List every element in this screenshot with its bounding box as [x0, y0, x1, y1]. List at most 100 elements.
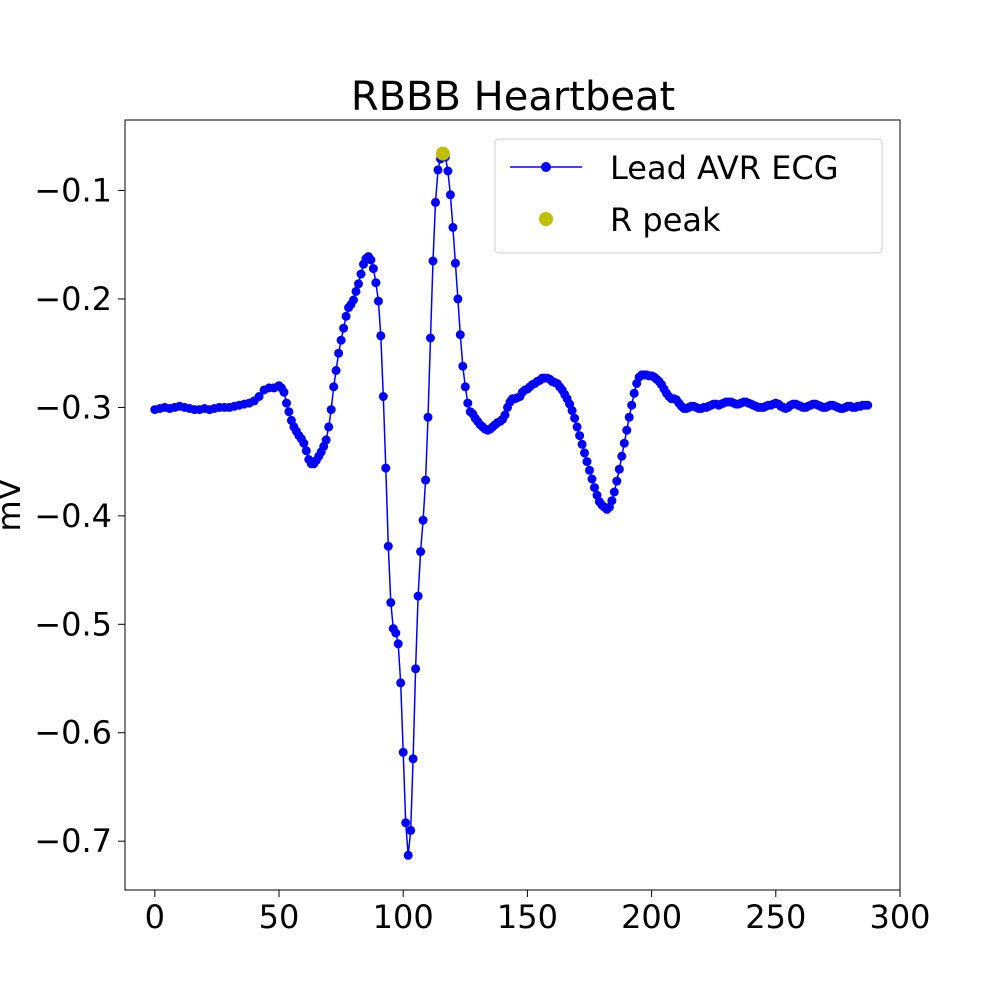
- ecg-data-point: [386, 598, 396, 608]
- ecg-data-point: [577, 439, 587, 449]
- x-tick-label: 100: [373, 898, 434, 936]
- ecg-data-point: [612, 476, 622, 486]
- ecg-data-point: [428, 256, 438, 266]
- x-tick-label: 0: [145, 898, 165, 936]
- ecg-data-point: [376, 331, 386, 341]
- legend-box: [494, 138, 883, 254]
- ecg-data-point: [585, 465, 594, 475]
- ecg-data-point: [617, 451, 627, 461]
- ecg-data-point: [421, 475, 431, 485]
- ecg-data-point: [567, 406, 577, 416]
- ecg-data-point: [463, 398, 473, 408]
- ecg-data-point: [326, 405, 336, 415]
- ecg-data-point: [614, 464, 624, 474]
- ecg-data-point: [570, 413, 580, 423]
- ecg-data-point: [426, 333, 435, 343]
- y-tick-label: −0.1: [34, 171, 112, 209]
- ecg-data-point: [356, 269, 366, 279]
- ecg-data-point: [373, 296, 383, 306]
- y-tick-label: −0.7: [34, 822, 112, 860]
- ecg-data-point: [411, 664, 421, 674]
- ecg-data-point: [416, 547, 426, 557]
- ecg-data-point: [401, 818, 411, 828]
- y-axis: −0.1 −0.2 −0.3 −0.4 −0.5 −0.6 −0.7: [34, 171, 125, 860]
- ecg-data-point: [408, 754, 418, 764]
- ecg-data-point: [622, 425, 632, 435]
- ecg-data-point: [863, 400, 873, 410]
- ecg-data-point: [254, 392, 264, 401]
- ecg-data-point: [378, 392, 388, 401]
- r-peak-marker: [435, 146, 450, 161]
- ecg-data-point: [321, 435, 331, 445]
- ecg-data-point: [299, 438, 309, 448]
- y-tick-label: −0.2: [34, 280, 112, 318]
- ecg-data-point: [433, 165, 443, 175]
- ecg-data-point: [383, 541, 393, 551]
- ecg-data-point: [453, 294, 463, 304]
- ecg-data-point: [282, 398, 291, 408]
- ecg-data-point: [455, 330, 465, 340]
- ecg-data-point: [619, 438, 629, 448]
- y-tick-label: −0.4: [34, 497, 112, 535]
- legend-ecg-label: Lead AVR ECG: [610, 149, 839, 187]
- ecg-data-point: [500, 410, 510, 420]
- ecg-data-point: [627, 400, 637, 410]
- ecg-data-point: [609, 487, 619, 497]
- ecg-data-point: [354, 279, 363, 289]
- ecg-data-point: [368, 264, 378, 274]
- ecg-data-point: [351, 286, 361, 296]
- ecg-data-point: [458, 361, 468, 371]
- ecg-data-point: [413, 591, 423, 601]
- legend-ecg-marker-swatch: [541, 162, 551, 172]
- x-tick-label: 300: [869, 898, 930, 936]
- ecg-data-point: [391, 628, 401, 638]
- ecg-data-point: [403, 850, 413, 860]
- ecg-data-point: [398, 747, 408, 757]
- ecg-data-point: [582, 457, 592, 467]
- x-tick-label: 50: [259, 898, 300, 936]
- ecg-data-point: [339, 323, 349, 333]
- ecg-data-point: [443, 166, 453, 176]
- legend: Lead AVR ECG R peak: [494, 138, 883, 254]
- ecg-data-point: [624, 412, 634, 422]
- y-tick-label: −0.6: [34, 714, 112, 752]
- chart-title: RBBB Heartbeat: [351, 74, 675, 120]
- ecg-data-point: [431, 197, 440, 207]
- ecg-data-point: [331, 366, 341, 375]
- ecg-data-point: [460, 382, 470, 392]
- ecg-data-point: [572, 422, 582, 432]
- ecg-data-point: [406, 825, 416, 835]
- x-tick-label: 200: [621, 898, 682, 936]
- x-tick-label: 250: [745, 898, 806, 936]
- series-layer: [150, 146, 873, 860]
- ecg-data-point: [629, 388, 639, 398]
- y-tick-label: −0.5: [34, 605, 112, 643]
- ecg-data-point: [334, 348, 344, 358]
- ecg-data-point: [349, 295, 358, 305]
- ecg-data-point: [371, 278, 381, 288]
- legend-rpeak-swatch: [539, 212, 553, 226]
- ecg-data-point: [450, 258, 460, 268]
- y-tick-label: −0.3: [34, 388, 112, 426]
- x-tick-label: 150: [497, 898, 558, 936]
- ecg-data-point: [575, 431, 585, 441]
- ecg-data-point: [418, 515, 428, 525]
- legend-rpeak-label: R peak: [610, 201, 721, 239]
- ecg-data-point: [341, 311, 351, 321]
- ecg-data-point: [607, 496, 617, 506]
- ecg-data-point: [587, 474, 597, 484]
- y-axis-label: mV: [0, 478, 28, 531]
- ecg-data-point: [324, 422, 334, 432]
- ecg-data-point: [381, 463, 391, 473]
- ecg-data-point: [366, 255, 376, 265]
- x-axis: 0 50 100 150 200 250 300: [145, 890, 931, 936]
- ecg-data-point: [393, 639, 403, 649]
- ecg-data-point: [423, 412, 433, 422]
- ecg-data-point: [336, 335, 346, 345]
- ecg-data-point: [580, 448, 589, 458]
- ecg-data-point: [329, 382, 339, 392]
- ecg-data-point: [448, 222, 458, 232]
- ecg-data-point: [396, 678, 406, 688]
- ecg-data-point: [301, 446, 311, 456]
